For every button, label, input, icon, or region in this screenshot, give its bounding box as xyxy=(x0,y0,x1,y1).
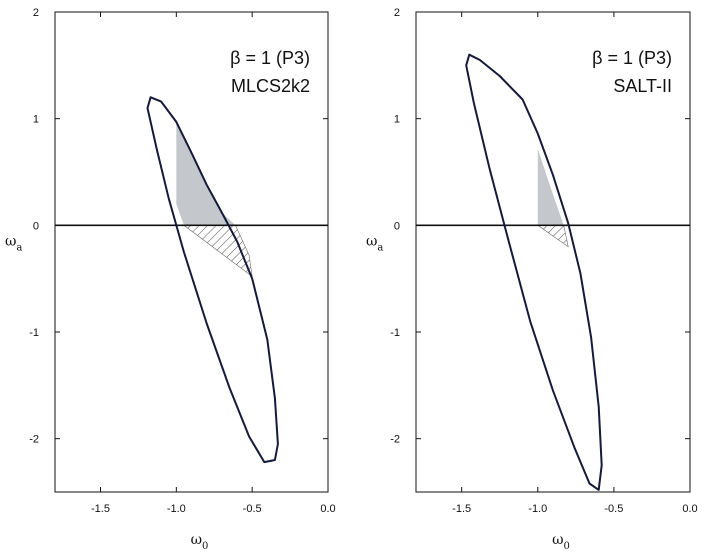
y-tick-label: -2 xyxy=(390,434,400,446)
y-axis-label: ωa xyxy=(5,233,22,253)
y-axis-label-main: ω xyxy=(5,233,16,249)
y-tick-label: -1 xyxy=(390,327,400,339)
y-tick-label: -2 xyxy=(29,434,39,446)
x-tick-label: 0.0 xyxy=(682,503,697,515)
x-axis-label-main: ω xyxy=(552,532,563,548)
x-tick-label: -1.5 xyxy=(452,503,471,515)
x-tick-label: -1.0 xyxy=(528,503,547,515)
x-tick-label: -1.5 xyxy=(91,503,110,515)
y-tick-label: 1 xyxy=(394,114,400,126)
y-tick-label: 0 xyxy=(394,220,400,232)
annotation-beta: β = 1 (P3) xyxy=(230,48,310,68)
annotation-beta: β = 1 (P3) xyxy=(592,48,672,68)
x-axis-label-sub: 0 xyxy=(564,541,570,552)
y-axis-label-sub: a xyxy=(16,242,22,253)
ticks-layer: -1.5 -1.0 -0.5 0.0 -2 -1 0 1 2 xyxy=(390,7,697,515)
y-tick-label: 0 xyxy=(33,220,39,232)
x-axis-label: ω0 xyxy=(552,532,570,552)
x-tick-label: -0.5 xyxy=(604,503,623,515)
hatched-region xyxy=(536,225,569,248)
plot-frame xyxy=(54,11,329,493)
shaded-region xyxy=(537,148,564,226)
y-tick-label: -1 xyxy=(29,327,39,339)
y-axis-label-sub: a xyxy=(377,242,383,253)
y-tick-label: 1 xyxy=(33,114,39,126)
x-tick-label: -1.0 xyxy=(167,503,186,515)
regions-layer xyxy=(536,148,569,248)
plot-frame xyxy=(415,11,691,493)
left-panel: -1.5 -1.0 -0.5 0.0 -2 -1 0 1 2 β = 1 (P3) MLCS2k… xyxy=(5,7,336,552)
x-tick-label: 0.0 xyxy=(320,503,335,515)
right-panel: -1.5 -1.0 -0.5 0.0 -2 -1 0 1 2 β = 1 (P3) SALT-I… xyxy=(366,7,698,552)
annotation-model: SALT-II xyxy=(613,76,672,96)
annotation-model: MLCS2k2 xyxy=(231,76,310,96)
ticks-layer: -1.5 -1.0 -0.5 0.0 -2 -1 0 1 2 xyxy=(29,7,335,515)
x-axis-label: ω0 xyxy=(191,532,209,552)
shaded-region xyxy=(176,121,236,226)
confidence-contour xyxy=(146,96,279,464)
y-axis-label: ωa xyxy=(366,233,383,253)
x-axis-label-main: ω xyxy=(191,532,202,548)
confidence-contour xyxy=(465,53,603,491)
x-tick-label: -0.5 xyxy=(243,503,262,515)
y-axis-label-main: ω xyxy=(366,233,377,249)
y-tick-label: 2 xyxy=(394,7,400,19)
x-axis-label-sub: 0 xyxy=(202,541,208,552)
y-tick-label: 2 xyxy=(33,7,39,19)
